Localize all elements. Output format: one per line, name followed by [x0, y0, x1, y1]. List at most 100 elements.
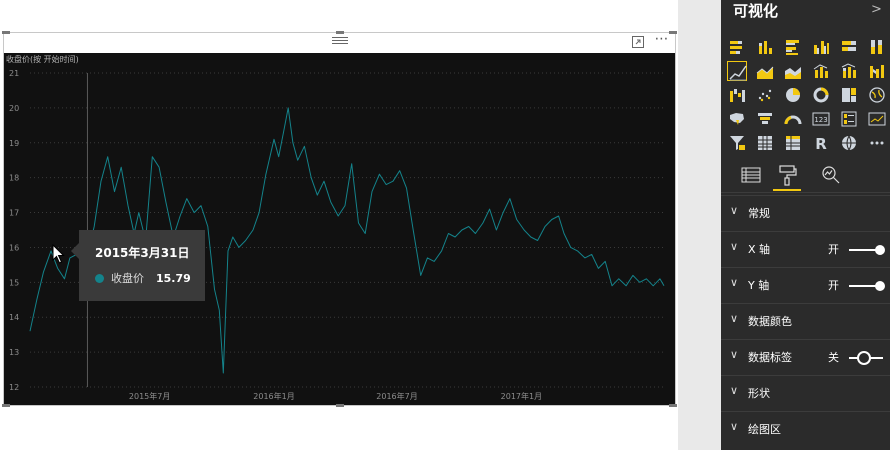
stacked-bar-icon[interactable] — [727, 37, 747, 57]
format-section-label: X 轴 — [748, 243, 771, 256]
resize-handle-bottom-left[interactable] — [2, 404, 10, 407]
resize-handle-top[interactable] — [336, 31, 344, 34]
resize-handle-top-left[interactable] — [2, 31, 10, 34]
toggle-state-label: 开 — [828, 243, 839, 256]
svg-text:123: 123 — [814, 116, 827, 124]
chevron-down-icon: ∨ — [730, 204, 739, 217]
format-section-label: 数据标签 — [748, 351, 792, 364]
svg-text:R: R — [815, 135, 827, 153]
visual-header: ⋯ — [4, 31, 675, 53]
format-section-label: 绘图区 — [748, 423, 781, 436]
pie-icon[interactable] — [783, 85, 803, 105]
format-section[interactable]: ∨ 形状 — [721, 375, 890, 409]
toggle-state-label: 开 — [828, 279, 839, 292]
mouse-pointer-icon — [52, 244, 65, 264]
toggle-switch[interactable] — [849, 281, 889, 291]
y-tick-label: 18 — [9, 174, 19, 183]
donut-icon[interactable] — [811, 85, 831, 105]
format-section[interactable]: ∨ X 轴 开 — [721, 231, 890, 265]
tooltip-date: 2015年3月31日 — [95, 246, 190, 260]
y-tick-label: 20 — [9, 104, 19, 113]
format-section[interactable]: ∨ 绘图区 — [721, 411, 890, 445]
clustered-bar-icon[interactable] — [783, 37, 803, 57]
format-section-label: 形状 — [748, 387, 770, 400]
globe-icon[interactable] — [839, 133, 859, 153]
kpi-icon[interactable] — [867, 109, 887, 129]
scatter-icon[interactable] — [755, 85, 775, 105]
filled-map-icon[interactable] — [727, 109, 747, 129]
funnel-icon[interactable] — [755, 109, 775, 129]
chevron-right-icon[interactable]: > — [871, 2, 882, 17]
line-clustered-column-icon[interactable] — [811, 61, 831, 81]
x-tick-label: 2015年7月 — [129, 391, 170, 401]
stacked-column-icon[interactable] — [755, 37, 775, 57]
y-tick-label: 13 — [9, 348, 19, 357]
pane-divider — [678, 0, 721, 450]
drag-grip-icon[interactable] — [332, 35, 348, 45]
x-tick-label: 2017年1月 — [501, 391, 542, 401]
gauge-icon[interactable] — [783, 109, 803, 129]
stacked-area-icon[interactable] — [783, 61, 803, 81]
tooltip-arrow — [71, 243, 79, 259]
chevron-down-icon: ∨ — [730, 312, 739, 325]
resize-handle-bottom-right[interactable] — [669, 404, 677, 407]
matrix-icon[interactable] — [783, 133, 803, 153]
card-icon[interactable]: 123 — [811, 109, 831, 129]
format-section[interactable]: ∨ 数据标签 关 — [721, 339, 890, 373]
treemap-icon[interactable] — [839, 85, 859, 105]
format-paint-roller-icon[interactable] — [773, 163, 801, 191]
format-section[interactable]: ∨ 数据颜色 — [721, 303, 890, 337]
slicer-icon[interactable] — [727, 133, 747, 153]
100-stacked-column-icon[interactable] — [867, 37, 887, 57]
more-options-icon[interactable]: ⋯ — [654, 31, 670, 47]
map-icon[interactable] — [867, 85, 887, 105]
chevron-down-icon: ∨ — [730, 276, 739, 289]
toggle-track — [849, 285, 883, 287]
analytics-magnifier-icon[interactable] — [817, 163, 845, 189]
y-tick-label: 21 — [9, 69, 19, 78]
format-section-label: Y 轴 — [748, 279, 770, 292]
100-stacked-bar-icon[interactable] — [839, 37, 859, 57]
area-chart-icon[interactable] — [755, 61, 775, 81]
format-section[interactable]: ∨ Y 轴 开 — [721, 267, 890, 301]
resize-handle-bottom[interactable] — [336, 404, 344, 407]
format-section-label: 常规 — [748, 207, 770, 220]
toggle-knob — [857, 351, 871, 365]
visualizations-pane: 可视化 > 123 R ∨ 常规 ∨ X 轴开 ∨ Y 轴开 ∨ 数据颜色 ∨ 数据标签关 ∨ 形状 ∨ 绘… — [721, 0, 890, 450]
chevron-down-icon: ∨ — [730, 240, 739, 253]
ribbon-chart-icon[interactable] — [867, 61, 887, 81]
line-stacked-column-icon[interactable] — [839, 61, 859, 81]
pane-tabs — [721, 160, 890, 193]
clustered-column-icon[interactable] — [811, 37, 831, 57]
toggle-switch[interactable] — [849, 245, 889, 255]
chart-title: 收盘价(按 开始时间) — [6, 54, 79, 64]
plot-area — [4, 53, 675, 405]
toggle-state-label: 关 — [828, 351, 839, 364]
toggle-track — [849, 249, 883, 251]
format-section[interactable]: ∨ 常规 — [721, 195, 890, 229]
waterfall-icon[interactable] — [727, 85, 747, 105]
tooltip-label: 收盘价 — [111, 272, 144, 285]
tooltip: 2015年3月31日 收盘价 15.79 — [79, 230, 205, 301]
y-tick-label: 16 — [9, 243, 19, 252]
multi-row-card-icon[interactable] — [839, 109, 859, 129]
line-chart-visual[interactable]: ⋯ 收盘价(按 开始时间) 12 13 14 15 16 17 18 19 20 21 2015年7月… — [2, 31, 677, 407]
r-visual-icon[interactable]: R — [811, 133, 831, 153]
chart-svg: 收盘价(按 开始时间) 12 13 14 15 16 17 18 19 20 21 2015年7月 20… — [6, 54, 665, 401]
y-tick-label: 14 — [9, 313, 19, 322]
line-chart-icon[interactable] — [727, 61, 747, 81]
y-tick-label: 19 — [9, 139, 19, 148]
toggle-switch[interactable] — [849, 351, 889, 365]
y-tick-label: 17 — [9, 209, 19, 218]
y-tick-label: 15 — [9, 278, 19, 287]
fields-tab-icon[interactable] — [737, 163, 765, 189]
resize-handle-top-right[interactable] — [669, 31, 677, 34]
table-icon[interactable] — [755, 133, 775, 153]
focus-mode-icon[interactable] — [631, 35, 645, 49]
tooltip-value: 15.79 — [156, 271, 191, 285]
report-canvas: ⋯ 收盘价(按 开始时间) 12 13 14 15 16 17 18 19 20 21 2015年7月… — [2, 31, 677, 407]
x-tick-label: 2016年7月 — [376, 391, 417, 401]
more-visuals-icon[interactable] — [867, 133, 887, 153]
pane-title: 可视化 — [733, 2, 779, 20]
x-tick-label: 2016年1月 — [253, 391, 294, 401]
